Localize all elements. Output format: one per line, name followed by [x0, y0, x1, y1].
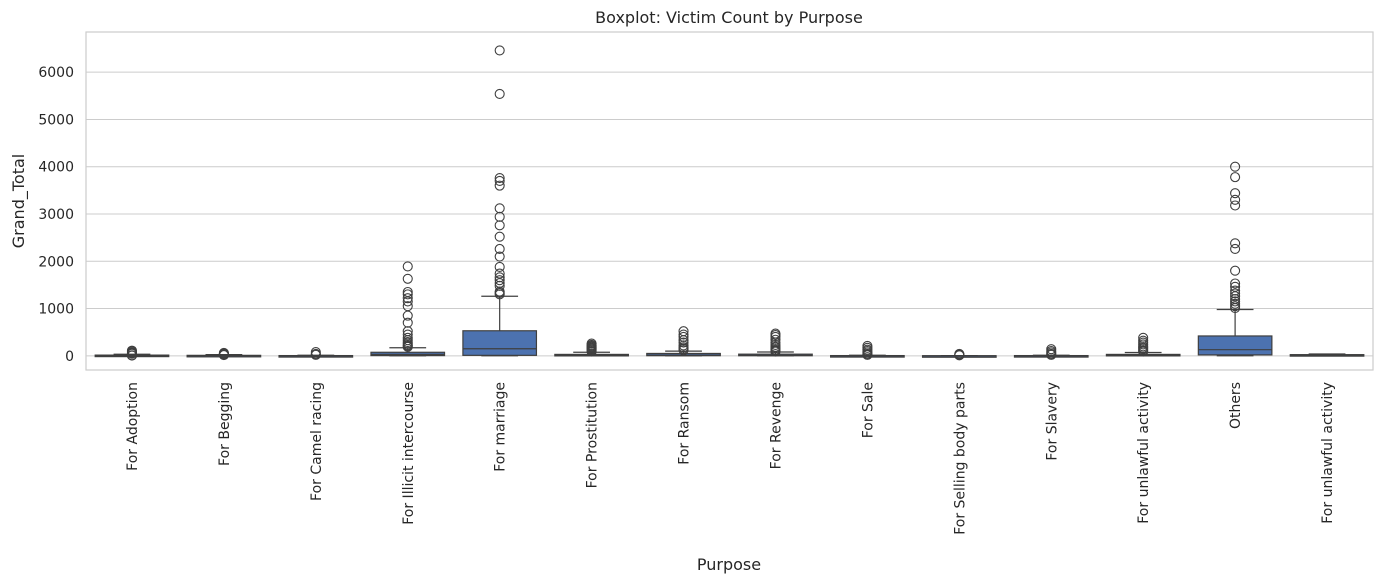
outlier-point [402, 289, 413, 300]
outlier-point [494, 175, 505, 186]
outlier-point [494, 203, 505, 214]
outlier-point [126, 345, 138, 356]
outlier-point [126, 350, 138, 361]
outlier-point [494, 268, 505, 279]
y-tick-label: 2000 [38, 254, 74, 270]
outlier-point [494, 45, 505, 56]
x-tick-label: For unlawful activity [1136, 382, 1152, 524]
outlier-point [770, 339, 781, 350]
outlier-point [1230, 172, 1241, 183]
outlier-point [862, 340, 873, 351]
x-tick-label: For Prostitution [585, 382, 601, 488]
outlier-point [586, 338, 597, 349]
box [462, 330, 538, 356]
box-group [646, 326, 721, 357]
outlier-point [402, 301, 413, 312]
outlier-point [1230, 188, 1241, 199]
outlier-point [1230, 288, 1241, 299]
outlier-point [402, 329, 413, 340]
outlier-point [494, 173, 505, 184]
outlier-point [1230, 238, 1241, 249]
outlier-point [494, 88, 505, 99]
outlier-point [770, 334, 781, 345]
y-tick-label: 4000 [38, 160, 74, 176]
outlier-point [1230, 301, 1241, 312]
outlier-point [1230, 243, 1241, 255]
x-tick-label: For Illicit intercourse [401, 382, 417, 525]
outlier-point [1230, 194, 1241, 205]
x-tick-label: For Sale [860, 382, 876, 438]
outlier-point [402, 317, 413, 328]
outlier-point [494, 220, 505, 231]
outlier-point [770, 328, 781, 339]
outlier-point [1138, 335, 1149, 346]
outlier-point [1138, 332, 1149, 343]
outlier-point [1230, 281, 1241, 292]
outlier-point [954, 348, 965, 359]
outlier-point [310, 346, 321, 358]
y-axis-label: Grand_Total [9, 154, 29, 248]
chart-title: Boxplot: Victim Count by Purpose [595, 8, 863, 27]
box-group [94, 345, 170, 361]
box-group [1105, 332, 1181, 357]
outlier-point [402, 332, 413, 343]
outlier-point [402, 273, 413, 284]
y-tick-label: 6000 [38, 65, 74, 81]
outlier-point [494, 243, 505, 255]
outlier-point [494, 261, 505, 272]
outlier-point [402, 261, 413, 272]
box-group [370, 261, 446, 357]
x-tick-label: For marriage [493, 382, 509, 472]
box-group [921, 348, 997, 361]
box-group [278, 346, 354, 360]
box-group [554, 338, 629, 357]
outlier-point [1230, 278, 1241, 289]
box [1197, 335, 1273, 356]
outlier-point [218, 350, 229, 361]
x-tick-label: For Revenge [768, 382, 784, 469]
x-tick-label: For Selling body parts [952, 382, 968, 535]
outlier-point [1230, 285, 1241, 296]
outlier-point [1230, 298, 1241, 309]
box-group [1013, 344, 1089, 360]
outlier-point [1230, 161, 1241, 172]
outlier-point [678, 326, 689, 337]
box-group [186, 347, 262, 361]
x-tick-label: Others [1228, 382, 1244, 429]
outlier-point [402, 310, 413, 321]
outlier-point [494, 231, 505, 242]
outlier-point [402, 293, 413, 304]
plot-frame [85, 31, 1374, 371]
box-group [1197, 161, 1273, 357]
outlier-point [494, 275, 505, 286]
outlier-point [678, 331, 689, 342]
y-tick-label: 0 [65, 349, 74, 365]
box-group [830, 340, 905, 360]
outlier-point [1046, 344, 1057, 355]
box-group [462, 45, 538, 357]
y-tick-label: 1000 [38, 302, 74, 318]
outlier-point [1230, 265, 1241, 276]
outlier-point [1230, 296, 1241, 307]
outlier-point [1230, 200, 1241, 211]
x-tick-label: For Ransom [677, 382, 693, 465]
x-axis-label: Purpose [697, 555, 761, 574]
outlier-point [402, 286, 413, 298]
x-tick-label: For Slavery [1044, 382, 1060, 461]
outlier-point [494, 272, 505, 283]
x-tick-label: For Begging [217, 382, 233, 466]
box-group [738, 328, 813, 357]
outlier-point [494, 180, 505, 191]
outlier-point [678, 329, 689, 340]
outlier-point [678, 337, 689, 348]
y-tick-label: 3000 [38, 207, 74, 223]
box-group [1289, 353, 1365, 357]
x-tick-label: For Camel racing [309, 382, 325, 501]
outlier-point [494, 251, 505, 262]
y-tick-label: 5000 [38, 112, 74, 128]
x-tick-label: For Adoption [125, 382, 141, 471]
x-tick-label: For unlawful activity [1320, 382, 1336, 524]
